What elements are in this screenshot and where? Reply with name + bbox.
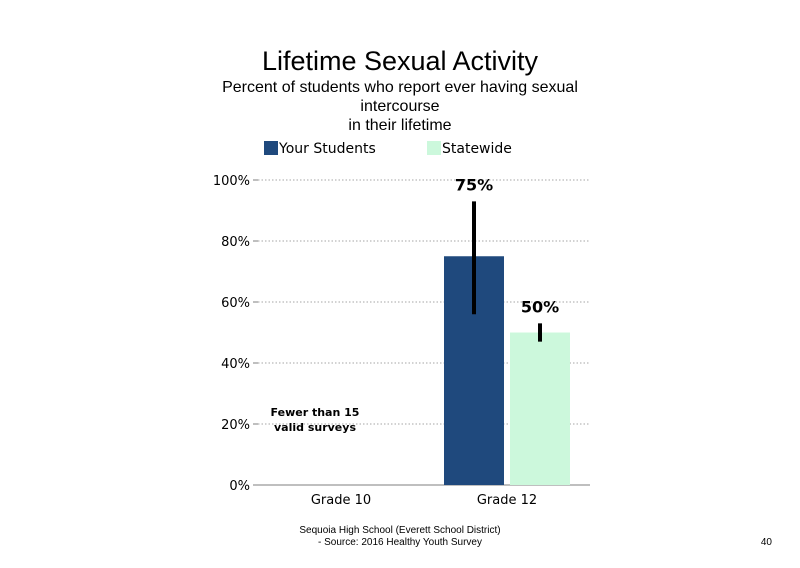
chart-title: Lifetime Sexual Activity (261, 46, 539, 76)
annotation-text: Fewer than 15 (271, 406, 360, 419)
y-tick-label: 40% (221, 357, 250, 372)
y-tick-label: 100% (213, 174, 250, 189)
bar-statewide (510, 332, 570, 485)
legend-swatch-your-students (264, 141, 278, 155)
y-tick-label: 80% (221, 235, 250, 250)
legend-label-statewide: Statewide (442, 141, 512, 157)
subtitle-line-2: intercourse (360, 98, 440, 115)
x-tick-label: Grade 12 (477, 493, 537, 508)
subtitle-line-1: Percent of students who report ever havi… (222, 79, 578, 96)
legend-swatch-statewide (427, 141, 441, 155)
page-number: 40 (760, 537, 772, 548)
legend-label-your-students: Your Students (279, 141, 376, 157)
data-label: 50% (521, 297, 559, 316)
subtitle-line-3: in their lifetime (348, 117, 452, 134)
y-tick-label: 60% (221, 296, 250, 311)
y-tick-label: 20% (221, 418, 250, 433)
x-tick-label: Grade 10 (311, 493, 371, 508)
y-tick-label: 0% (229, 479, 250, 494)
chart-subtitle: Percent of students who report ever havi… (200, 78, 600, 135)
annotation-text: valid surveys (274, 421, 356, 434)
footer-source: Sequoia High School (Everett School Dist… (240, 525, 560, 549)
footer-line-2: - Source: 2016 Healthy Youth Survey (318, 537, 482, 548)
footer-line-1: Sequoia High School (Everett School Dist… (299, 525, 501, 536)
data-label: 75% (455, 175, 493, 194)
